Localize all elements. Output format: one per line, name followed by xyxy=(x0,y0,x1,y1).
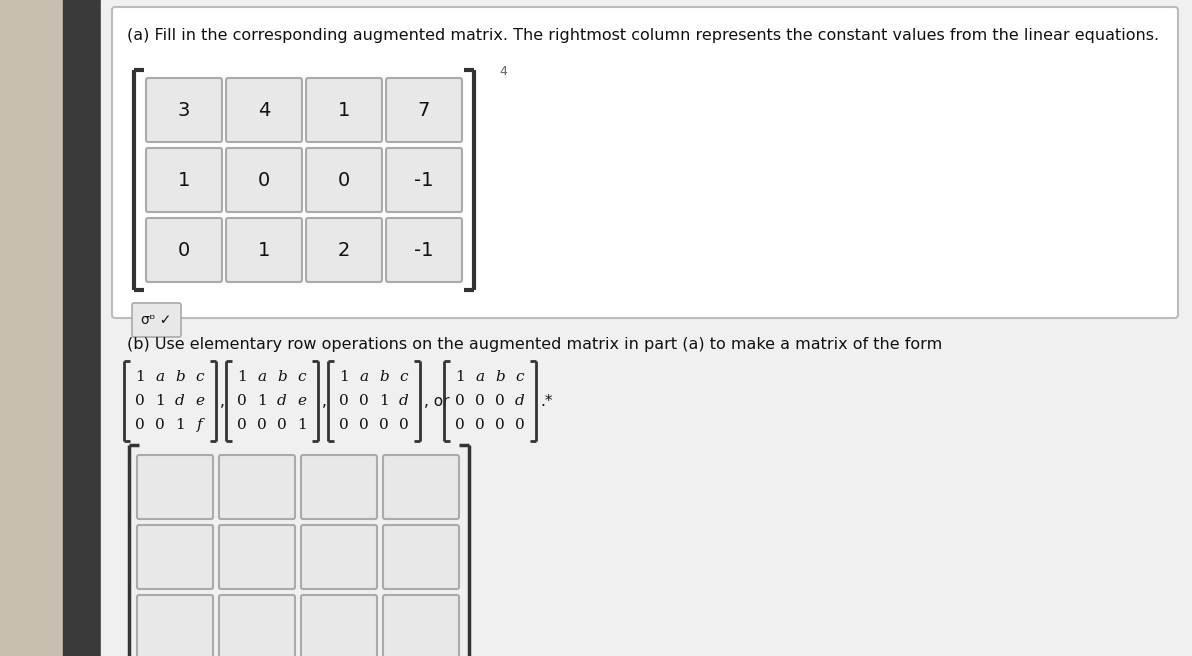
FancyBboxPatch shape xyxy=(137,455,213,519)
Text: 1: 1 xyxy=(337,100,350,119)
FancyBboxPatch shape xyxy=(383,525,459,589)
Text: a: a xyxy=(476,370,485,384)
Text: 0: 0 xyxy=(455,418,465,432)
FancyBboxPatch shape xyxy=(145,218,222,282)
FancyBboxPatch shape xyxy=(145,78,222,142)
Text: 0: 0 xyxy=(495,418,505,432)
Text: 1: 1 xyxy=(135,370,145,384)
Text: a: a xyxy=(360,370,368,384)
FancyBboxPatch shape xyxy=(386,148,462,212)
FancyBboxPatch shape xyxy=(226,218,302,282)
Text: 1: 1 xyxy=(178,171,191,190)
Text: 1: 1 xyxy=(257,394,267,408)
Text: 0: 0 xyxy=(135,418,145,432)
Text: 1: 1 xyxy=(175,418,185,432)
FancyBboxPatch shape xyxy=(302,525,377,589)
Text: b: b xyxy=(277,370,287,384)
Text: 0: 0 xyxy=(178,241,191,260)
Text: d: d xyxy=(515,394,524,408)
Text: 1: 1 xyxy=(257,241,271,260)
FancyBboxPatch shape xyxy=(383,455,459,519)
Text: 4: 4 xyxy=(499,65,507,78)
FancyBboxPatch shape xyxy=(306,78,381,142)
Text: ,: , xyxy=(221,394,225,409)
Text: (a) Fill in the corresponding augmented matrix. The rightmost column represents : (a) Fill in the corresponding augmented … xyxy=(128,28,1159,43)
Text: ,: , xyxy=(322,394,327,409)
Text: 0: 0 xyxy=(135,394,145,408)
Text: b: b xyxy=(495,370,505,384)
Text: 2: 2 xyxy=(337,241,350,260)
Text: 0: 0 xyxy=(455,394,465,408)
Text: 1: 1 xyxy=(379,394,389,408)
FancyBboxPatch shape xyxy=(226,148,302,212)
Text: c: c xyxy=(298,370,306,384)
Text: a: a xyxy=(155,370,164,384)
Text: c: c xyxy=(195,370,204,384)
Text: 0: 0 xyxy=(237,418,247,432)
Text: 0: 0 xyxy=(337,171,350,190)
Text: b: b xyxy=(175,370,185,384)
FancyBboxPatch shape xyxy=(226,78,302,142)
Text: (b) Use elementary row operations on the augmented matrix in part (a) to make a : (b) Use elementary row operations on the… xyxy=(128,337,942,352)
Text: -1: -1 xyxy=(415,171,434,190)
Text: 0: 0 xyxy=(340,394,349,408)
Text: 7: 7 xyxy=(418,100,430,119)
FancyBboxPatch shape xyxy=(132,303,181,337)
Text: 0: 0 xyxy=(257,418,267,432)
Text: d: d xyxy=(277,394,287,408)
Text: 1: 1 xyxy=(340,370,349,384)
Text: 3: 3 xyxy=(178,100,191,119)
Text: 0: 0 xyxy=(476,394,485,408)
Text: b: b xyxy=(379,370,389,384)
FancyBboxPatch shape xyxy=(112,7,1178,318)
FancyBboxPatch shape xyxy=(219,455,294,519)
Text: 4: 4 xyxy=(257,100,271,119)
Text: 0: 0 xyxy=(257,171,271,190)
Text: 0: 0 xyxy=(359,394,368,408)
Text: 0: 0 xyxy=(399,418,409,432)
FancyBboxPatch shape xyxy=(386,218,462,282)
Text: f: f xyxy=(197,418,203,432)
FancyBboxPatch shape xyxy=(386,78,462,142)
Text: 0: 0 xyxy=(237,394,247,408)
FancyBboxPatch shape xyxy=(145,148,222,212)
Text: 0: 0 xyxy=(359,418,368,432)
Text: 0: 0 xyxy=(340,418,349,432)
FancyBboxPatch shape xyxy=(137,525,213,589)
Text: 0: 0 xyxy=(476,418,485,432)
Text: .*: .* xyxy=(540,394,553,409)
Text: e: e xyxy=(195,394,205,408)
Bar xyxy=(63,0,101,656)
FancyBboxPatch shape xyxy=(306,218,381,282)
FancyBboxPatch shape xyxy=(383,595,459,656)
FancyBboxPatch shape xyxy=(219,525,294,589)
Text: 0: 0 xyxy=(515,418,524,432)
Text: d: d xyxy=(175,394,185,408)
FancyBboxPatch shape xyxy=(302,595,377,656)
Text: 0: 0 xyxy=(379,418,389,432)
FancyBboxPatch shape xyxy=(302,455,377,519)
Text: -1: -1 xyxy=(415,241,434,260)
Text: , or: , or xyxy=(424,394,449,409)
Text: e: e xyxy=(298,394,306,408)
Text: 1: 1 xyxy=(155,394,164,408)
Text: c: c xyxy=(399,370,408,384)
Text: 0: 0 xyxy=(495,394,505,408)
FancyBboxPatch shape xyxy=(137,595,213,656)
Text: 0: 0 xyxy=(155,418,164,432)
Text: 1: 1 xyxy=(237,370,247,384)
Text: a: a xyxy=(257,370,267,384)
Text: 1: 1 xyxy=(297,418,306,432)
FancyBboxPatch shape xyxy=(219,595,294,656)
Text: d: d xyxy=(399,394,409,408)
Text: 1: 1 xyxy=(455,370,465,384)
Text: σᶛ ✓: σᶛ ✓ xyxy=(142,313,172,327)
Text: 0: 0 xyxy=(277,418,287,432)
Text: c: c xyxy=(516,370,524,384)
FancyBboxPatch shape xyxy=(306,148,381,212)
